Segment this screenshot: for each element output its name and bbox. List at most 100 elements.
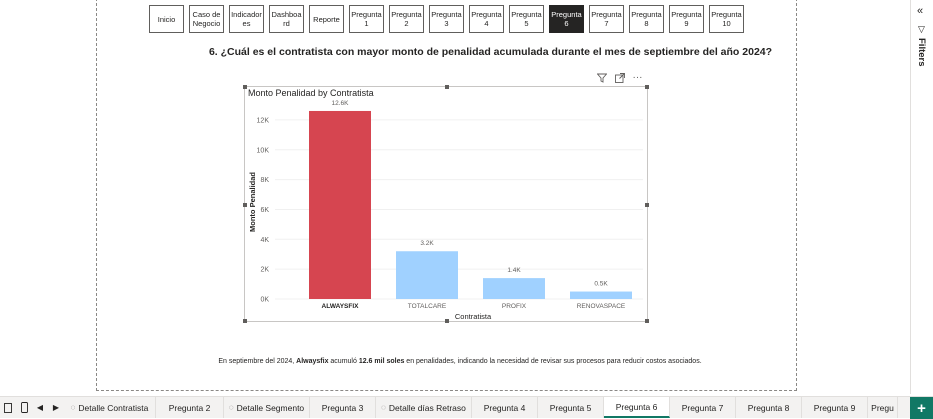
caption-text: En septiembre del 2024, [218, 358, 297, 365]
next-page-icon[interactable]: ▶ [52, 403, 60, 412]
bar-profix[interactable] [483, 278, 545, 299]
resize-handle[interactable] [445, 85, 449, 89]
page-tab-label: Pregunta 8 [747, 402, 790, 413]
page-tab[interactable]: Pregunta 3 [310, 397, 376, 418]
bar-chart-visual[interactable]: Monto Penalidad by Contratista 0K 2K 4K 6K 8… [243, 85, 649, 323]
resize-handle[interactable] [243, 203, 247, 207]
page-tab[interactable]: Pregunta 5 [538, 397, 604, 418]
page-frame [96, 0, 797, 391]
question-text: 6. ¿Cuál es el contratista con mayor mon… [208, 46, 773, 58]
resize-handle[interactable] [645, 85, 649, 89]
resize-handle[interactable] [645, 319, 649, 323]
page-tab-label: Pregu [871, 402, 894, 413]
nav-button-indicadores[interactable]: Indicadores [229, 5, 264, 33]
y-tick-label: 0K [260, 297, 269, 304]
page-tab[interactable]: Pregunta 9 [802, 397, 868, 418]
chart-svg: 0K 2K 4K 6K 8K 10K 12K 12.6K ALWAYSFIX 3.2K TOTALC… [248, 100, 643, 321]
y-tick-label: 4K [260, 237, 269, 244]
nav-button-reporte[interactable]: Reporte [309, 5, 344, 33]
nav-button-pregunta-3[interactable]: Pregunta 3 [429, 5, 464, 33]
add-page-button[interactable]: + [910, 397, 933, 419]
page-tab-label: Pregunta 5 [549, 402, 592, 413]
filters-pane[interactable]: « ▽ Filters [910, 0, 933, 394]
page-tab[interactable]: Pregu [868, 397, 898, 418]
focus-mode-icon[interactable] [614, 72, 625, 83]
page-tab[interactable]: Pregunta 8 [736, 397, 802, 418]
hidden-page-icon: ◌ [70, 403, 76, 412]
navigation-bar: Inicio Caso de Negocio Indicadores Dashboar… [149, 5, 744, 33]
nav-button-caso-de-negocio[interactable]: Caso de Negocio [189, 5, 224, 33]
page-tab[interactable]: Pregunta 4 [472, 397, 538, 418]
filter-icon[interactable] [596, 72, 607, 83]
nav-button-pregunta-8[interactable]: Pregunta 8 [629, 5, 664, 33]
page-tab[interactable]: ◌ Detalle días Retraso [376, 397, 472, 418]
resize-handle[interactable] [243, 85, 247, 89]
visual-header: ··· [596, 72, 643, 83]
y-axis-label: Monto Penalidad [248, 172, 257, 232]
page-tab-label: Pregunta 2 [168, 402, 211, 413]
data-label: 12.6K [332, 100, 350, 107]
mobile-view-icon[interactable] [16, 397, 32, 418]
bar-renovaspace[interactable] [570, 291, 632, 299]
resize-handle[interactable] [445, 319, 449, 323]
nav-button-pregunta-5[interactable]: Pregunta 5 [509, 5, 544, 33]
x-tick-label: PROFIX [502, 303, 527, 310]
caption-text: acumuló [328, 358, 359, 365]
caption-amount: 12.6 mil soles [358, 358, 405, 365]
y-tick-label: 2K [260, 267, 269, 274]
bar-totalcare[interactable] [396, 251, 458, 299]
insight-caption: En septiembre del 2024, Alwaysfix acumul… [0, 358, 920, 365]
nav-button-dashboard[interactable]: Dashboard [269, 5, 304, 33]
hidden-page-icon: ◌ [381, 403, 386, 412]
page-tab[interactable]: Pregunta 7 [670, 397, 736, 418]
hidden-page-icon: ◌ [228, 403, 234, 412]
nav-button-pregunta-1[interactable]: Pregunta 1 [349, 5, 384, 33]
nav-button-pregunta-2[interactable]: Pregunta 2 [389, 5, 424, 33]
resize-handle[interactable] [243, 319, 247, 323]
x-tick-label: RENOVASPACE [577, 303, 626, 310]
filters-label[interactable]: Filters [916, 38, 927, 67]
x-axis-label: Contratista [455, 312, 492, 321]
bar-alwaysfix[interactable] [309, 110, 371, 299]
page-tab-label: Detalle días Retraso [388, 402, 466, 413]
more-options-icon[interactable]: ··· [632, 72, 643, 83]
data-label: 1.4K [507, 267, 521, 274]
nav-button-pregunta-10[interactable]: Pregunta 10 [709, 5, 744, 33]
y-tick-label: 10K [257, 147, 270, 154]
y-tick-label: 6K [260, 207, 269, 214]
caption-text: en penalidades, indicando la necesidad d… [404, 358, 702, 365]
nav-button-pregunta-6[interactable]: Pregunta 6 [549, 5, 584, 33]
page-tab-label: Detalle Segmento [236, 402, 305, 413]
funnel-icon: ▽ [918, 24, 925, 34]
page-tab-label: Pregunta 7 [681, 402, 724, 413]
page-tab-label: Pregunta 3 [321, 402, 364, 413]
resize-handle[interactable] [645, 203, 649, 207]
nav-button-pregunta-4[interactable]: Pregunta 4 [469, 5, 504, 33]
data-label: 0.5K [594, 281, 608, 288]
question-title: 6. ¿Cuál es el contratista con mayor mon… [0, 46, 933, 58]
x-tick-label: TOTALCARE [408, 303, 447, 310]
nav-button-pregunta-7[interactable]: Pregunta 7 [589, 5, 624, 33]
page-tab-label: Pregunta 6 [615, 401, 658, 412]
page-tab[interactable]: ◌ Detalle Contratista [64, 397, 156, 418]
collapse-chevron-icon[interactable]: « [917, 5, 924, 17]
page-tab[interactable]: Pregunta 2 [156, 397, 224, 418]
page-tabs: ◌ Detalle Contratista Pregunta 2 ◌ Detalle S… [64, 397, 898, 418]
page-tab-label: Detalle Contratista [78, 402, 149, 413]
caption-contractor: Alwaysfix [296, 358, 329, 365]
page-tab[interactable]: Pregunta 6 [604, 397, 670, 418]
page-tab-bar: ◀ ▶ ◌ Detalle Contratista Pregunta 2 ◌ Detal… [0, 396, 933, 419]
chart-title: Monto Penalidad by Contratista [248, 88, 374, 98]
nav-button-pregunta-9[interactable]: Pregunta 9 [669, 5, 704, 33]
x-tick-label: ALWAYSFIX [322, 303, 360, 310]
page-view-icon[interactable] [0, 397, 16, 418]
prev-page-icon[interactable]: ◀ [36, 403, 44, 412]
page-tab[interactable]: ◌ Detalle Segmento [224, 397, 310, 418]
y-tick-label: 8K [260, 177, 269, 184]
page-tab-label: Pregunta 4 [483, 402, 526, 413]
nav-button-inicio[interactable]: Inicio [149, 5, 184, 33]
page-tab-label: Pregunta 9 [813, 402, 856, 413]
data-label: 3.2K [420, 240, 434, 247]
y-tick-label: 12K [257, 117, 270, 124]
report-canvas: Inicio Caso de Negocio Indicadores Dashboar… [96, 0, 797, 391]
